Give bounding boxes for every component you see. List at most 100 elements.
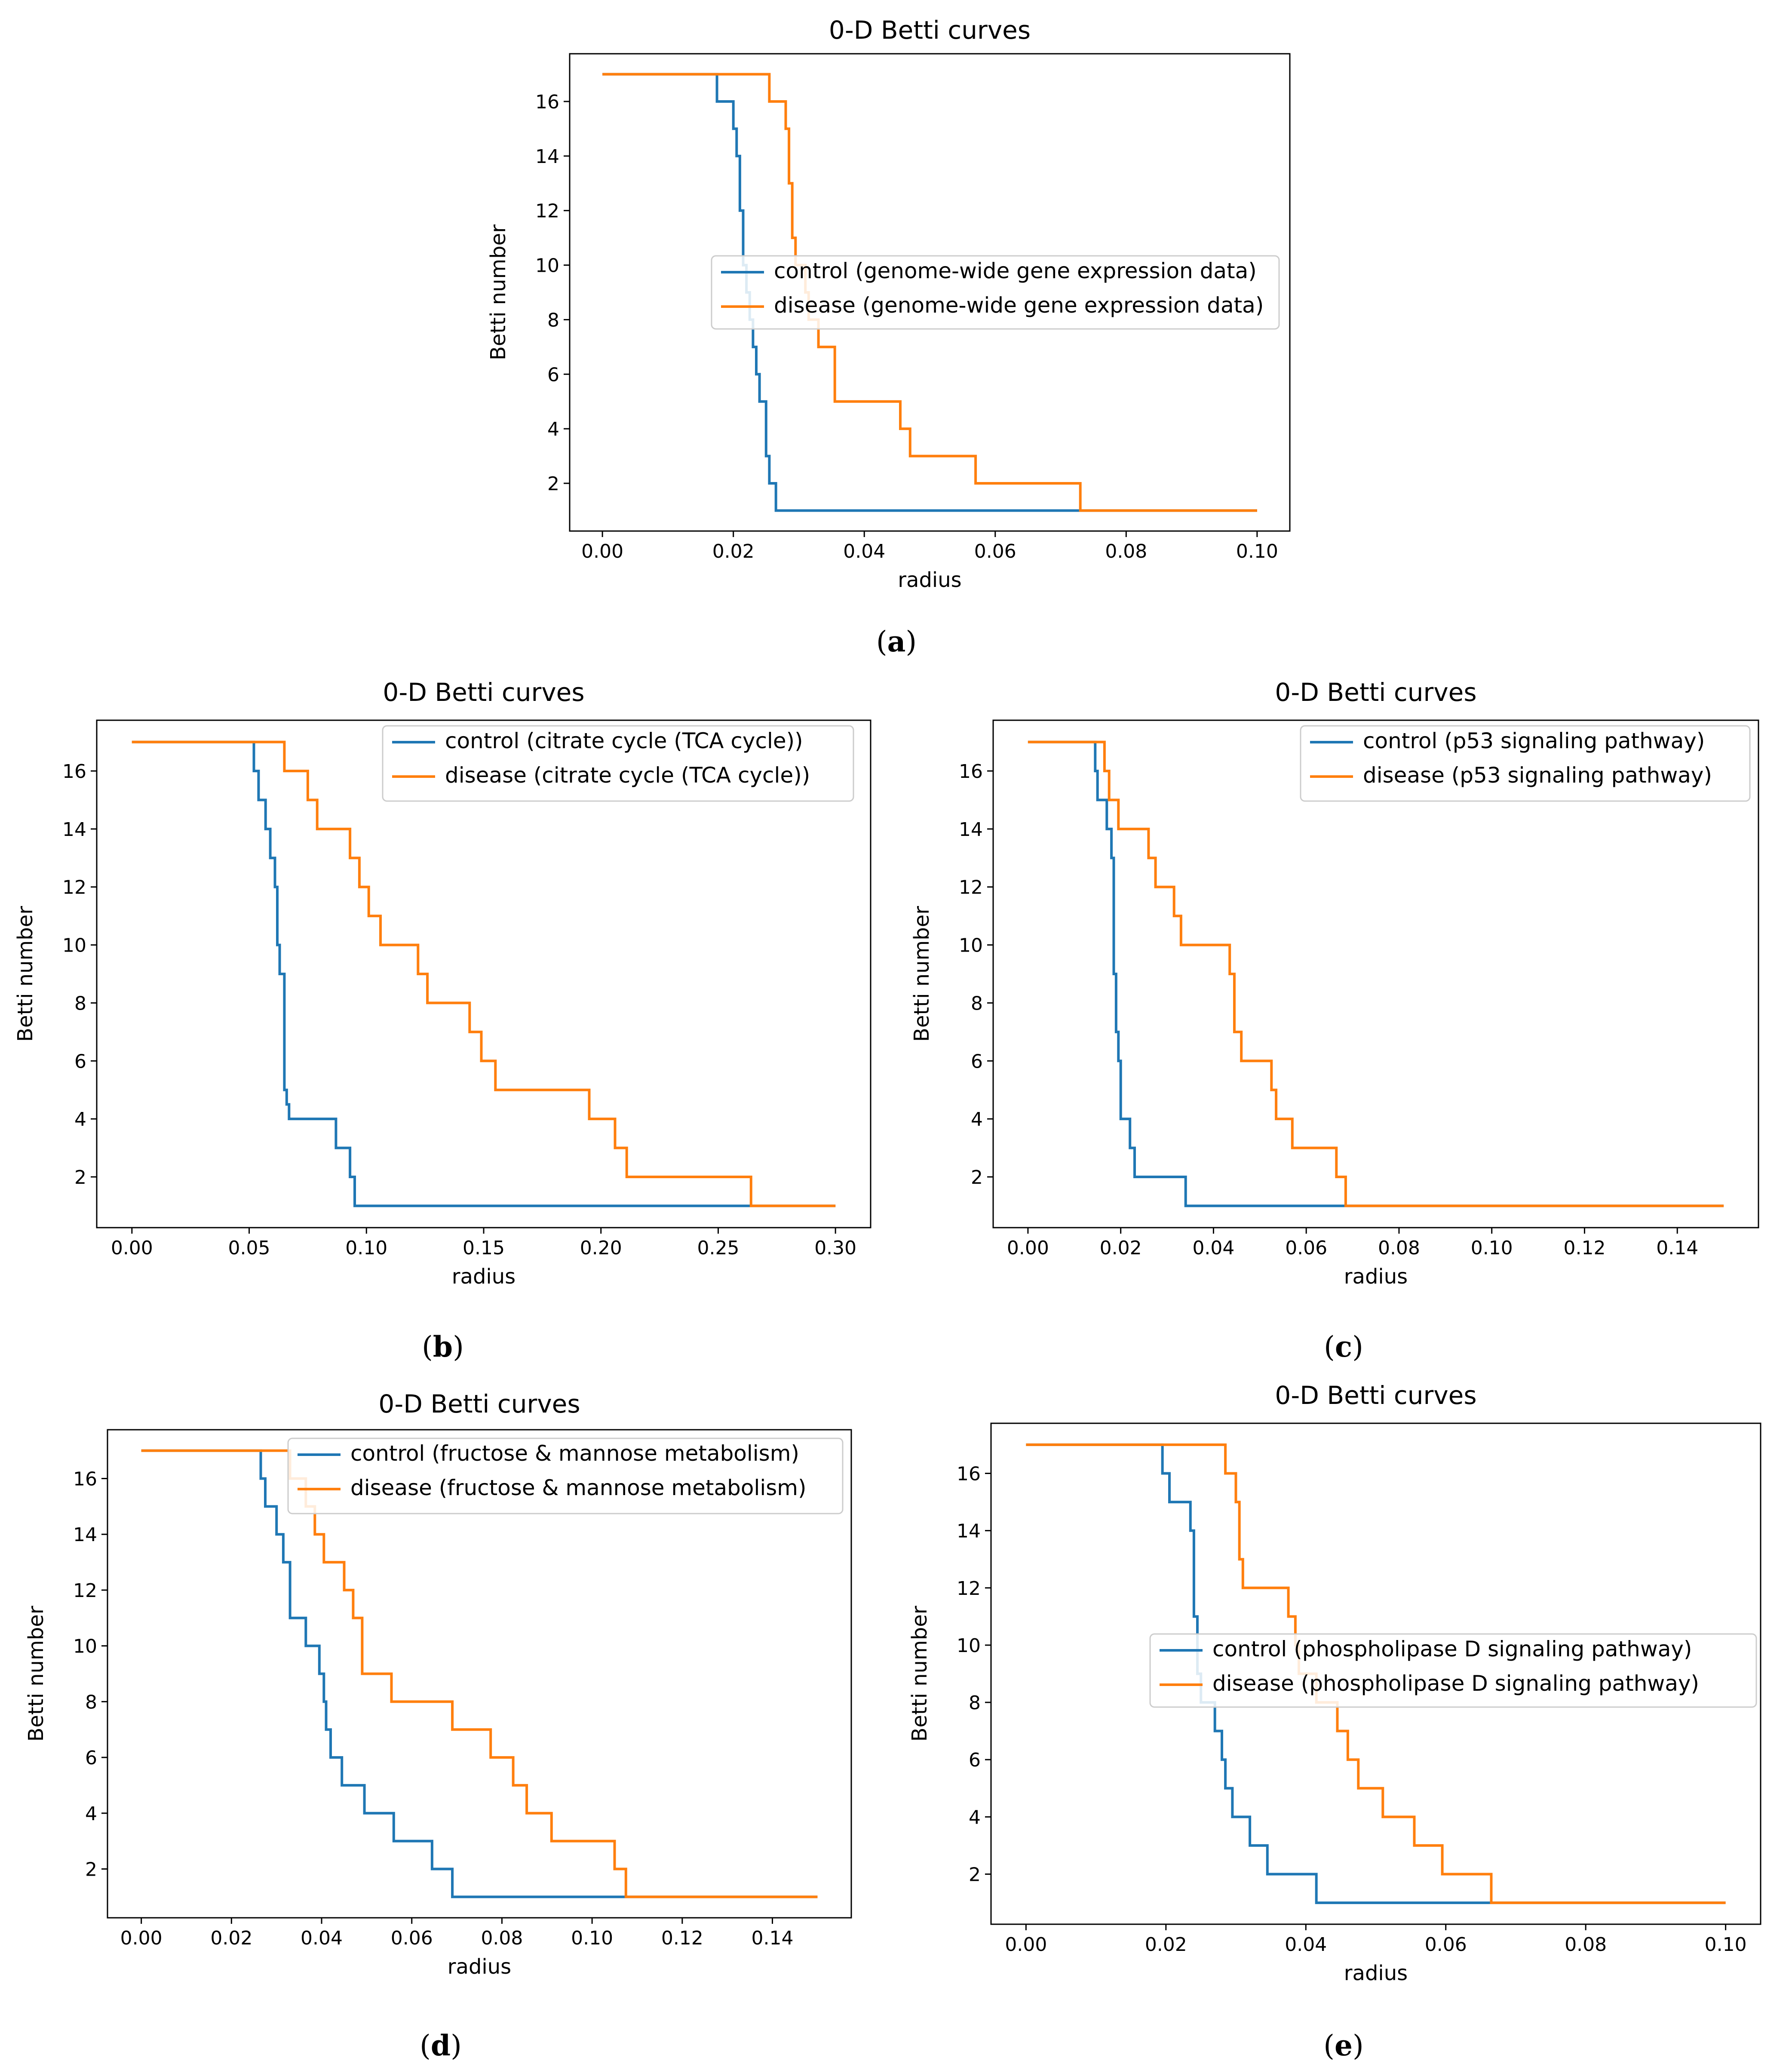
y-axis-label: Betti number xyxy=(13,906,37,1042)
y-tick-label: 8 xyxy=(971,992,983,1014)
series-line-control xyxy=(1028,740,1724,1207)
legend-label-control: control (p53 signaling pathway) xyxy=(1363,728,1705,753)
y-tick-label: 4 xyxy=(74,1109,86,1130)
x-axis-label: radius xyxy=(448,1955,511,1979)
x-tick-label: 0.10 xyxy=(1705,1934,1747,1956)
axes-frame xyxy=(107,1429,852,1919)
y-tick-label: 6 xyxy=(74,1050,86,1072)
y-tick-label: 16 xyxy=(957,1463,981,1485)
y-tick-label: 2 xyxy=(969,1864,981,1886)
x-tick-label: 0.06 xyxy=(391,1927,433,1949)
legend: control (phospholipase D signaling pathw… xyxy=(1149,1633,1757,1708)
y-axis-label: Betti number xyxy=(24,1606,48,1741)
legend-label-disease: disease (genome-wide gene expression dat… xyxy=(774,293,1264,318)
chart-title: 0-D Betti curves xyxy=(1275,678,1476,707)
x-tick-label: 0.08 xyxy=(1378,1237,1420,1259)
y-tick-label: 8 xyxy=(74,992,86,1014)
x-tick-label: 0.08 xyxy=(1105,541,1147,562)
axes-frame xyxy=(992,719,1759,1228)
legend-box xyxy=(711,255,1280,330)
legend: control (genome-wide gene expression dat… xyxy=(711,255,1280,330)
series-line-disease xyxy=(132,740,836,1207)
plots-container: 0-D Betti curves 0.00 0.02 0.04 0.06 0.08 0.10… xyxy=(13,15,1761,2062)
y-tick-label: 2 xyxy=(74,1167,86,1189)
axes-frame xyxy=(990,1422,1761,1925)
legend-label-disease: disease (fructose & mannose metabolism) xyxy=(350,1475,807,1500)
series-group xyxy=(1028,740,1724,1207)
y-tick-label: 6 xyxy=(969,1749,981,1771)
legend-label-control: control (genome-wide gene expression dat… xyxy=(774,258,1257,283)
legend-label-control: control (phospholipase D signaling pathw… xyxy=(1212,1637,1692,1662)
axes-frame xyxy=(569,53,1291,532)
x-tick-label: 0.25 xyxy=(697,1237,739,1259)
x-tick-label: 0.06 xyxy=(974,541,1016,562)
y-tick-label: 8 xyxy=(85,1691,97,1713)
x-tick-label: 0.02 xyxy=(712,541,755,562)
x-tick-label: 0.10 xyxy=(345,1237,387,1259)
x-tick-label: 0.08 xyxy=(481,1927,523,1949)
y-tick-label: 16 xyxy=(62,761,86,783)
y-tick-label: 12 xyxy=(957,1578,981,1600)
series-line-control xyxy=(1026,1443,1726,1904)
panel-caption: (e) xyxy=(1323,2029,1364,2062)
y-tick-label: 2 xyxy=(547,473,559,495)
y-tick-label: 6 xyxy=(547,364,559,386)
series-group xyxy=(132,740,836,1207)
x-tick-label: 0.08 xyxy=(1565,1934,1607,1956)
chart-panel-a: 0-D Betti curves 0.00 0.02 0.04 0.06 0.08 0.10… xyxy=(486,15,1291,658)
y-tick-label: 16 xyxy=(959,761,983,783)
legend-label-control: control (fructose & mannose metabolism) xyxy=(350,1441,799,1466)
y-tick-label: 8 xyxy=(969,1692,981,1714)
y-tick-label: 10 xyxy=(959,935,983,957)
legend: control (citrate cycle (TCA cycle)) disea… xyxy=(382,725,854,802)
y-tick-label: 4 xyxy=(547,418,559,440)
chart-panel-d: 0-D Betti curves 0.00 0.02 0.04 0.06 0.08 0.10… xyxy=(24,1389,852,2062)
y-tick-label: 14 xyxy=(73,1524,97,1546)
x-tick-label: 0.30 xyxy=(814,1237,856,1259)
y-tick-label: 16 xyxy=(535,91,559,113)
y-tick-label: 14 xyxy=(959,819,983,841)
legend: control (fructose & mannose metabolism) d… xyxy=(287,1437,844,1514)
y-tick-label: 12 xyxy=(62,877,86,899)
x-axis-label: radius xyxy=(1344,1961,1408,1985)
x-tick-label: 0.00 xyxy=(111,1237,153,1259)
y-tick-label: 10 xyxy=(73,1636,97,1658)
y-axis-label: Betti number xyxy=(486,224,510,360)
panel-caption: (b) xyxy=(422,1330,464,1364)
x-tick-label: 0.04 xyxy=(843,541,885,562)
series-line-control xyxy=(132,740,836,1207)
y-tick-label: 8 xyxy=(547,309,559,331)
x-tick-label: 0.20 xyxy=(580,1237,622,1259)
series-line-disease xyxy=(1028,740,1724,1207)
legend-label-control: control (citrate cycle (TCA cycle)) xyxy=(445,728,803,753)
x-axis-label: radius xyxy=(1344,1265,1408,1289)
x-tick-label: 0.12 xyxy=(661,1927,703,1949)
legend-box xyxy=(1149,1633,1757,1708)
y-tick-label: 10 xyxy=(957,1635,981,1657)
legend: control (p53 signaling pathway) disease (… xyxy=(1300,725,1751,802)
legend-box xyxy=(287,1437,844,1514)
y-tick-label: 12 xyxy=(959,877,983,899)
x-tick-label: 0.10 xyxy=(1236,541,1278,562)
panel-caption: (d) xyxy=(420,2029,462,2062)
x-tick-label: 0.05 xyxy=(228,1237,270,1259)
x-tick-label: 0.06 xyxy=(1425,1934,1467,1956)
legend-label-disease: disease (phospholipase D signaling pathw… xyxy=(1212,1671,1699,1696)
y-tick-label: 10 xyxy=(62,935,86,957)
x-tick-label: 0.15 xyxy=(463,1237,505,1259)
x-tick-label: 0.04 xyxy=(1192,1237,1234,1259)
chart-panel-b: 0-D Betti curves 0.00 0.05 0.10 0.15 0.20 0.25… xyxy=(13,678,871,1364)
x-axis-label: radius xyxy=(898,568,961,592)
x-tick-label: 0.14 xyxy=(1656,1237,1698,1259)
x-tick-label: 0.14 xyxy=(752,1927,794,1949)
legend-label-disease: disease (citrate cycle (TCA cycle)) xyxy=(445,763,810,788)
x-tick-label: 0.02 xyxy=(1100,1237,1142,1259)
x-tick-label: 0.10 xyxy=(571,1927,613,1949)
x-tick-label: 0.00 xyxy=(1005,1934,1047,1956)
x-tick-label: 0.00 xyxy=(1007,1237,1049,1259)
legend-box xyxy=(382,725,854,802)
y-tick-label: 6 xyxy=(85,1747,97,1769)
x-axis-label: radius xyxy=(452,1265,516,1289)
panel-caption: (c) xyxy=(1324,1330,1363,1364)
y-tick-label: 4 xyxy=(971,1109,983,1130)
